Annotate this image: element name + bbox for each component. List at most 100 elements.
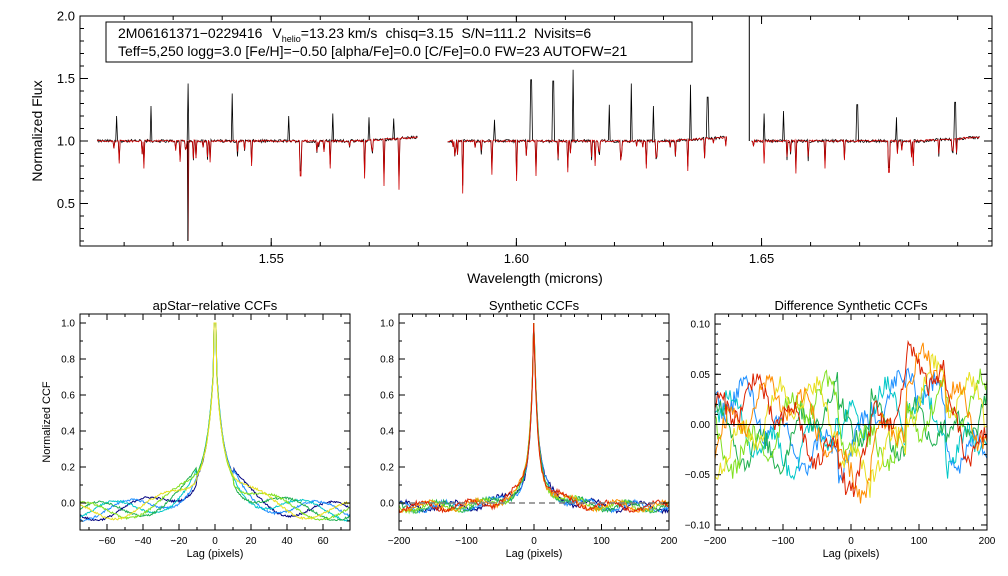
x-tick-label: −200 [704,536,727,547]
spectrum-traces [96,16,980,242]
synthetic-ccf-y-tick-labels: 0.0 0.2 0.4 0.6 0.8 1.0 [380,319,394,510]
apstar-ccf-plot-frame [79,313,351,531]
spectrum-plot-frame [79,15,993,247]
synthetic-ccf-visit-3 [399,322,669,515]
spectrum-trace-group [96,16,980,242]
x-tick-label: 100 [911,536,928,547]
difference-ccf-visit-3 [715,372,987,475]
y-tick-label: 0.5 [57,196,75,211]
difference-ccf-axis-ticks [714,313,988,530]
x-tick-label: 1.65 [749,251,774,266]
y-tick-label: 1.0 [61,319,75,330]
difference-ccf-x-tick-labels: −200 −100 0 100 200 [704,536,996,547]
difference-ccf-visit-6 [715,342,987,504]
synthetic-ccf-visit-5 [399,322,669,514]
apstar-ccf-visit-5 [80,322,350,521]
difference-ccf-traces [715,339,987,504]
difference-ccf-visit-7 [715,339,987,497]
apstar-ccf-axis-ticks [80,314,350,530]
y-tick-label: 0.05 [691,370,711,381]
x-tick-label: −20 [171,536,188,547]
vhelio-subscript: helio [282,34,301,44]
difference-ccf-panel: Difference Synthetic CCFs −200 −100 0 100 20… [685,298,996,560]
synthetic-ccf-x-axis-label: Lag (pixels) [506,548,563,560]
model-spectrum-chip-2 [447,136,727,194]
y-tick-label: 0.6 [61,391,75,402]
apstar-ccf-visit-1 [80,322,350,522]
apstar-ccf-visit-2 [80,322,350,522]
y-tick-label: 1.5 [57,71,75,86]
apstar-ccf-traces [80,322,350,522]
star-info-line-2: Teff=5,250 logg=3.0 [Fe/H]=−0.50 [alpha/… [118,43,627,59]
synthetic-ccf-panel: Synthetic CCFs −200 −100 0 100 200 0.0 0.2 0.4… [380,298,678,560]
y-tick-label: 1.0 [57,134,75,149]
y-tick-label: 0.2 [61,463,75,474]
spectrum-y-axis-label: Normalized Flux [29,80,45,181]
apstar-ccf-title: apStar−relative CCFs [153,298,278,313]
snr-value: S/N=111.2 [462,25,527,41]
spectrum-panel: 1.55 1.60 1.65 0.5 1.0 1.5 2.0 Wavelength (mi… [29,9,993,286]
nvisits-value: Nvisits=6 [534,25,591,41]
difference-ccf-y-tick-labels: −0.10 −0.05 0.00 0.05 0.10 [685,320,711,532]
synthetic-ccf-visit-6 [399,322,669,514]
vhelio-symbol: V [272,25,282,41]
star-info-line-1: 2M06161371−0229416 Vhelio=13.23 km/s chisq… [118,25,591,44]
apstar-ccf-y-axis-label: Normalized CCF [41,381,53,463]
x-tick-label: 0 [848,536,854,547]
synthetic-ccf-visit-4 [399,322,669,515]
x-tick-label: 40 [281,536,293,547]
synthetic-ccf-axis-ticks [398,314,670,530]
difference-ccf-x-axis-label: Lag (pixels) [823,548,880,560]
synthetic-ccf-visit-2 [399,322,669,514]
y-tick-label: 0.4 [380,427,394,438]
apstar-ccf-y-tick-labels: 0.0 0.2 0.4 0.6 0.8 1.0 [61,319,75,510]
chisq-value: chisq=3.15 [385,25,453,41]
x-tick-label: 0 [531,536,537,547]
observed-spectrum-chip-2 [447,69,727,186]
y-tick-label: 0.6 [380,391,394,402]
vhelio-value: =13.23 km/s [301,25,378,41]
x-tick-label: 200 [661,536,678,547]
difference-ccf-visit-5 [715,353,987,498]
x-tick-label: 60 [317,536,329,547]
y-tick-label: 0.0 [380,499,394,510]
x-tick-label: −100 [772,536,795,547]
synthetic-ccf-x-tick-labels: −200 −100 0 100 200 [388,536,678,547]
spectrum-y-tick-labels: 0.5 1.0 1.5 2.0 [57,9,75,212]
y-tick-label: 0.8 [61,355,75,366]
y-tick-label: 0.2 [380,463,394,474]
y-tick-label: −0.05 [685,470,711,481]
y-tick-label: 0.10 [691,320,711,331]
apstar-ccf-panel: apStar−relative CCFs −60 −40 −20 0 20 40 60 0.… [41,298,351,560]
x-tick-label: 1.60 [504,251,529,266]
observed-spectrum-chip-3 [751,101,980,169]
x-tick-label: 20 [245,536,257,547]
y-tick-label: 0.8 [380,355,394,366]
star-id: 2M06161371−0229416 [118,25,263,41]
y-tick-label: −0.10 [685,520,711,531]
apstar-ccf-x-tick-labels: −60 −40 −20 0 20 40 60 [99,536,329,547]
spectrum-x-tick-labels: 1.55 1.60 1.65 [259,251,775,266]
y-tick-label: 0.4 [61,427,75,438]
spectrum-x-axis-label: Wavelength (microns) [467,270,603,286]
x-tick-label: 1.55 [259,251,284,266]
x-tick-label: −40 [135,536,152,547]
y-tick-label: 1.0 [380,319,394,330]
x-tick-label: −60 [99,536,116,547]
model-spectrum-chip-1 [96,136,418,242]
x-tick-label: 100 [593,536,610,547]
y-tick-label: 0.00 [691,420,711,431]
difference-ccf-visit-2 [715,376,987,481]
apstar-ccf-x-axis-label: Lag (pixels) [187,548,244,560]
x-tick-label: −100 [455,536,478,547]
apstar-ccf-visit-6 [80,322,350,521]
difference-ccf-visit-1 [715,367,987,484]
x-tick-label: 0 [212,536,218,547]
difference-ccf-title: Difference Synthetic CCFs [775,298,928,313]
x-tick-label: 200 [979,536,996,547]
apstar-ccf-visit-3 [80,322,350,522]
model-spectrum-chip-3 [751,136,980,174]
x-tick-label: −200 [388,536,411,547]
synthetic-ccf-traces [399,322,669,515]
